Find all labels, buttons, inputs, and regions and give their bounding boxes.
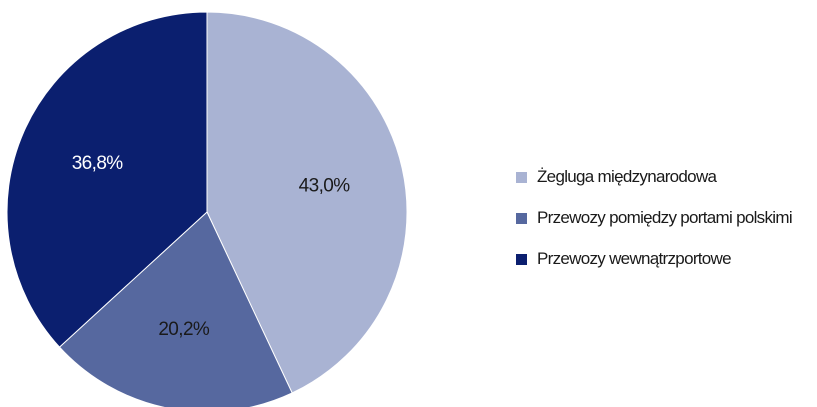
pie-value-labels: 43,0% 20,2% 36,8% xyxy=(72,153,351,340)
legend-swatch xyxy=(516,171,527,183)
pie-value-label-2: 20,2% xyxy=(158,319,210,340)
legend-label: Żegluga międzynarodowa xyxy=(537,167,717,186)
pie-slice-3 xyxy=(6,11,208,348)
legend-swatch xyxy=(516,253,527,265)
pie-slices xyxy=(6,11,408,407)
legend-label: Przewozy pomiędzy portami polskimi xyxy=(537,208,793,227)
legend-item-domestic-port-transport: Przewozy pomiędzy portami polskimi xyxy=(516,208,793,228)
legend-item-international-shipping: Żegluga międzynarodowa xyxy=(516,167,792,187)
pie-value-label-3: 36,8% xyxy=(72,153,124,174)
pie-slice-1 xyxy=(206,11,408,394)
pie-slice-2 xyxy=(58,211,293,407)
legend-item-intra-port-transport: Przewozy wewnątrzportowe xyxy=(516,249,792,269)
legend-label: Przewozy wewnątrzportowe xyxy=(537,249,732,268)
pie-value-label-1: 43,0% xyxy=(299,175,351,196)
legend-swatch xyxy=(516,212,527,224)
legend: Żegluga międzynarodowa Przewozy pomiędzy… xyxy=(516,167,793,290)
